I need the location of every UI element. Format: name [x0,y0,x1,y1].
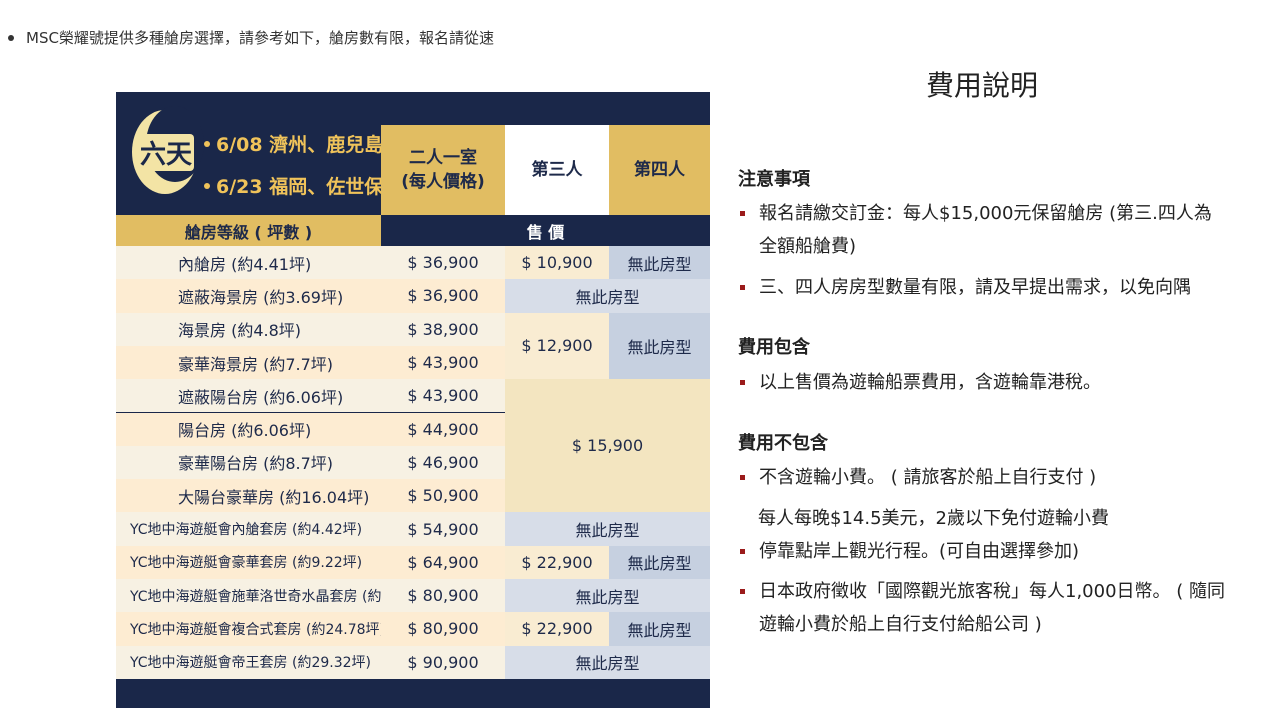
double-price-cell: $ 54,900 [381,512,505,546]
bullet-icon [740,589,745,594]
route-1-text: 6/08 濟州、鹿兒島 [216,134,384,156]
header-third-person-text: 第三人 [531,160,583,180]
double-price-cell: $ 44,900 [381,412,505,446]
third-fourth-merged-cell: 無此房型 [505,645,710,679]
fourth-price-cell: 無此房型 [609,612,710,646]
exclude-item: 日本政府徵收「國際觀光旅客稅」每人1,000日幣。 ( 隨同遊輪小費於船上自行支… [738,575,1229,641]
route-2: 6/23 福岡、佐世保 [204,172,383,199]
third-price-cell: $ 10,900 [505,246,609,280]
room-name-cell: 內艙房 (約4.41坪) [116,246,381,280]
exclude-item: 停靠點岸上觀光行程。(可自由選擇參加) [738,535,1229,568]
grade-header: 艙房等級 ( 坪數 ) [116,215,381,246]
notice-item: 三、四人房房型數量有限，請及早提出需求，以免向隅 [738,271,1229,304]
header-third-person: 第三人 [505,125,609,215]
double-price-cell: $ 64,900 [381,545,505,579]
bullet-icon [740,475,745,480]
double-price-cell: $ 38,900 [381,312,505,346]
third-price-cell: $ 22,900 [505,545,609,579]
price-header: 售 價 [381,215,710,246]
double-price-cell: $ 36,900 [381,279,505,313]
route-bullet-icon [204,140,210,147]
third-fourth-merged-cell: $ 15,900 [505,379,710,513]
bullet-icon [740,549,745,554]
room-name-cell: YC地中海遊艇會內艙套房 (約4.42坪) [116,512,381,546]
third-price-cell: $ 12,900 [505,312,609,380]
bullet-icon [740,285,745,290]
notice-item-text: 報名請繳交訂金：每人$15,000元保留艙房 (第三.四人為全額船艙費) [759,203,1212,257]
third-fourth-merged-cell: 無此房型 [505,279,710,313]
notice-item-text: 三、四人房房型數量有限，請及早提出需求，以免向隅 [759,277,1191,298]
room-name-cell: 豪華陽台房 (約8.7坪) [116,445,381,480]
double-price-cell: $ 46,900 [381,445,505,480]
fourth-price-cell: 無此房型 [609,312,710,380]
intro-note-text: MSC榮耀號提供多種艙房選擇，請參考如下，艙房數有限，報名請從速 [26,29,494,47]
room-name-cell: YC地中海遊艇會施華洛世奇水晶套房 (約9.22坪) [116,579,432,613]
exclude-title: 費用不包含 [738,433,828,454]
header-fourth-person: 第四人 [609,125,710,215]
itinerary-header: 六天 6/08 濟州、鹿兒島 6/23 福岡、佐世保 [116,92,383,215]
route-bullet-icon [204,182,210,189]
room-name-cell: 海景房 (約4.8坪) [116,312,381,346]
room-name-cell: 遮蔽海景房 (約3.69坪) [116,279,381,313]
third-fourth-merged-cell: 無此房型 [505,512,710,546]
route-1: 6/08 濟州、鹿兒島 [204,130,383,157]
header-double-room: 二人一室 (每人價格) [381,125,505,215]
room-name-cell: YC地中海遊艇會帝王套房 (約29.32坪) [116,645,381,679]
third-fourth-merged-cell: 無此房型 [505,579,710,613]
header-double-room-text: 二人一室 (每人價格) [401,148,485,192]
tip-note: 每人每晚$14.5美元，2歲以下免付遊輪小費 [758,508,1109,529]
header-fourth-person-text: 第四人 [634,160,685,180]
intro-note: MSC榮耀號提供多種艙房選擇，請參考如下，艙房數有限，報名請從速 [8,27,494,48]
include-item: 以上售價為遊輪船票費用，含遊輪靠港稅。 [738,366,1229,399]
route-2-text: 6/23 福岡、佐世保 [216,176,384,198]
exclude-item-text: 不含遊輪小費。 ( 請旅客於船上自行支付 ) [759,467,1097,488]
double-price-cell: $ 90,900 [381,645,505,679]
notice-title: 注意事項 [738,169,810,190]
bullet-icon [8,34,14,41]
bullet-icon [740,380,745,385]
include-title: 費用包含 [738,337,810,358]
room-name-cell: YC地中海遊艇會複合式套房 (約24.78坪) [116,612,385,646]
third-price-cell: $ 22,900 [505,612,609,646]
exclude-item-text: 日本政府徵收「國際觀光旅客稅」每人1,000日幣。 ( 隨同遊輪小費於船上自行支… [759,581,1225,635]
room-name-cell: 豪華海景房 (約7.7坪) [116,345,381,380]
room-name-cell: 大陽台豪華房 (約16.04坪) [116,479,381,513]
table-footer-bar [116,679,710,708]
double-price-cell: $ 43,900 [381,345,505,380]
exclude-item-text: 停靠點岸上觀光行程。(可自由選擇參加) [759,541,1080,562]
exclude-item: 不含遊輪小費。 ( 請旅客於船上自行支付 ) [738,461,1229,494]
price-table: 六天 6/08 濟州、鹿兒島 6/23 福岡、佐世保 二人一室 (每人價格) 第三… [116,92,710,708]
fees-title: 費用說明 [926,69,1039,102]
include-item-text: 以上售價為遊輪船票費用，含遊輪靠港稅。 [759,372,1101,393]
days-badge: 六天 [138,134,195,171]
room-name-cell: 陽台房 (約6.06坪) [116,412,381,446]
bullet-icon [740,211,745,216]
double-price-cell: $ 50,900 [381,479,505,513]
notice-item: 報名請繳交訂金：每人$15,000元保留艙房 (第三.四人為全額船艙費) [738,197,1229,263]
double-price-cell: $ 80,900 [381,579,505,613]
fourth-price-cell: 無此房型 [609,545,710,579]
double-price-cell: $ 43,900 [381,379,505,413]
double-price-cell: $ 80,900 [381,612,505,646]
room-name-cell: 遮蔽陽台房 (約6.06坪) [116,379,381,413]
double-price-cell: $ 36,900 [381,246,505,280]
fourth-price-cell: 無此房型 [609,246,710,280]
room-name-cell: YC地中海遊艇會豪華套房 (約9.22坪) [116,545,381,579]
